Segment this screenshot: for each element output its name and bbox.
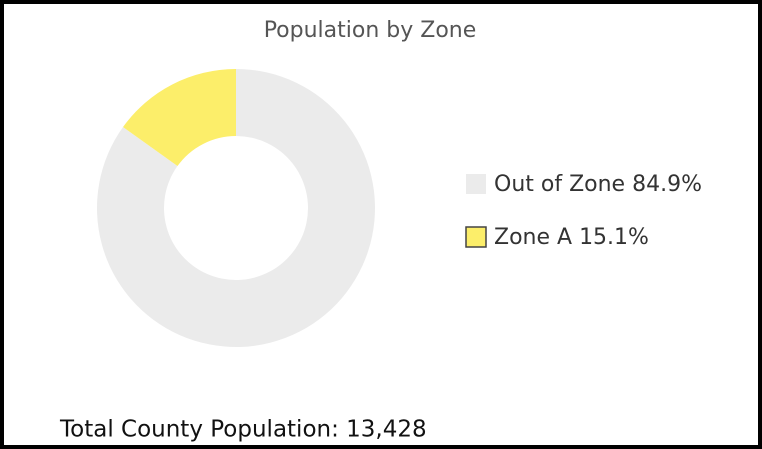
legend-value: 84.9% xyxy=(632,172,702,197)
chart-title: Population by Zone xyxy=(264,18,477,43)
legend-value: 15.1% xyxy=(579,225,649,250)
donut-slice xyxy=(123,69,236,167)
legend-label: Out of Zone 84.9% xyxy=(494,172,702,197)
legend-name: Out of Zone xyxy=(494,172,625,197)
donut-slice xyxy=(97,69,376,347)
legend-swatch xyxy=(466,174,486,194)
annotation: Total County Population: 13,428 xyxy=(59,417,427,443)
legend-name: Zone A xyxy=(494,225,572,250)
legend-swatch xyxy=(465,226,487,248)
legend-label: Zone A 15.1% xyxy=(494,225,649,250)
